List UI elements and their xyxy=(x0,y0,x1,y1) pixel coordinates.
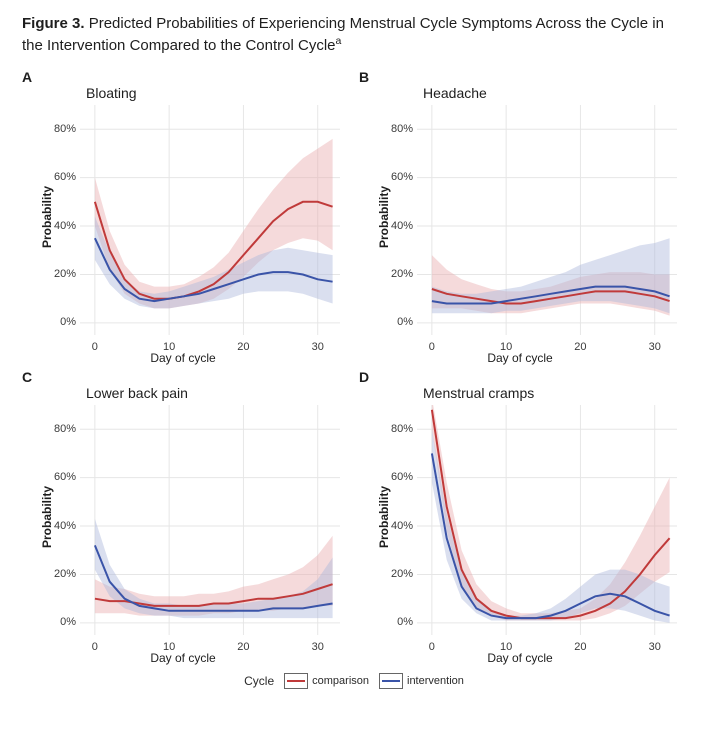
figure-label: Figure 3. xyxy=(22,15,85,32)
x-axis-label: Day of cycle xyxy=(150,351,215,365)
panel-letter: D xyxy=(359,369,369,385)
panel-letter: B xyxy=(359,69,369,85)
panel-grid: A Bloating Probability Day of cycle 0% 20% 40%… xyxy=(22,69,686,665)
y-tick: 60% xyxy=(54,171,76,183)
y-tick: 20% xyxy=(391,568,413,580)
x-tick: 0 xyxy=(429,341,435,353)
x-tick: 30 xyxy=(312,641,324,653)
x-axis-label: Day of cycle xyxy=(487,351,552,365)
panel-d: D Menstrual cramps Probability Day of cycle… xyxy=(359,369,681,665)
x-tick: 30 xyxy=(312,341,324,353)
y-tick: 0% xyxy=(397,316,413,328)
legend-label: comparison xyxy=(312,675,369,687)
x-tick: 10 xyxy=(500,341,512,353)
figure-superscript: a xyxy=(336,35,342,47)
x-axis-label: Day of cycle xyxy=(150,651,215,665)
x-tick: 10 xyxy=(163,341,175,353)
y-axis-label: Probability xyxy=(40,185,54,247)
y-axis-label: Probability xyxy=(377,185,391,247)
legend-glyph-icon xyxy=(284,673,308,689)
y-tick: 0% xyxy=(60,616,76,628)
x-tick: 30 xyxy=(649,341,661,353)
y-tick: 80% xyxy=(391,123,413,135)
y-axis-label: Probability xyxy=(40,485,54,547)
x-tick: 20 xyxy=(574,641,586,653)
y-tick: 40% xyxy=(391,220,413,232)
legend-glyph-icon xyxy=(379,673,403,689)
legend-item-comparison: comparison xyxy=(284,673,369,689)
y-tick: 80% xyxy=(54,123,76,135)
panel-letter: C xyxy=(22,369,32,385)
x-tick: 20 xyxy=(237,641,249,653)
y-tick: 0% xyxy=(397,616,413,628)
panel-c: C Lower back pain Probability Day of cycle 0… xyxy=(22,369,344,665)
y-tick: 0% xyxy=(60,316,76,328)
legend-label: intervention xyxy=(407,675,464,687)
y-tick: 80% xyxy=(391,423,413,435)
y-tick: 20% xyxy=(54,568,76,580)
x-tick: 10 xyxy=(500,641,512,653)
y-tick: 60% xyxy=(391,471,413,483)
panel-title: Bloating xyxy=(86,85,137,101)
panel-a: A Bloating Probability Day of cycle 0% 20% 40%… xyxy=(22,69,344,365)
y-tick: 40% xyxy=(391,520,413,532)
x-tick: 30 xyxy=(649,641,661,653)
x-tick: 0 xyxy=(92,341,98,353)
legend-title: Cycle xyxy=(244,674,274,688)
x-tick: 20 xyxy=(237,341,249,353)
legend: Cycle comparison intervention xyxy=(22,673,686,689)
plot-area xyxy=(80,405,340,635)
panel-title: Menstrual cramps xyxy=(423,385,534,401)
figure-caption-text: Predicted Probabilities of Experiencing … xyxy=(22,15,664,54)
x-tick: 0 xyxy=(429,641,435,653)
y-tick: 60% xyxy=(391,171,413,183)
y-tick: 20% xyxy=(54,268,76,280)
y-tick: 80% xyxy=(54,423,76,435)
y-axis-label: Probability xyxy=(377,485,391,547)
x-tick: 10 xyxy=(163,641,175,653)
x-tick: 20 xyxy=(574,341,586,353)
plot-area xyxy=(80,105,340,335)
panel-letter: A xyxy=(22,69,32,85)
y-tick: 40% xyxy=(54,520,76,532)
y-tick: 20% xyxy=(391,268,413,280)
panel-title: Lower back pain xyxy=(86,385,188,401)
figure-caption: Figure 3. Predicted Probabilities of Exp… xyxy=(22,14,686,57)
x-axis-label: Day of cycle xyxy=(487,651,552,665)
legend-item-intervention: intervention xyxy=(379,673,464,689)
panel-b: B Headache Probability Day of cycle 0% 20% 40%… xyxy=(359,69,681,365)
panel-title: Headache xyxy=(423,85,487,101)
plot-area xyxy=(417,405,677,635)
y-tick: 40% xyxy=(54,220,76,232)
plot-area xyxy=(417,105,677,335)
x-tick: 0 xyxy=(92,641,98,653)
y-tick: 60% xyxy=(54,471,76,483)
